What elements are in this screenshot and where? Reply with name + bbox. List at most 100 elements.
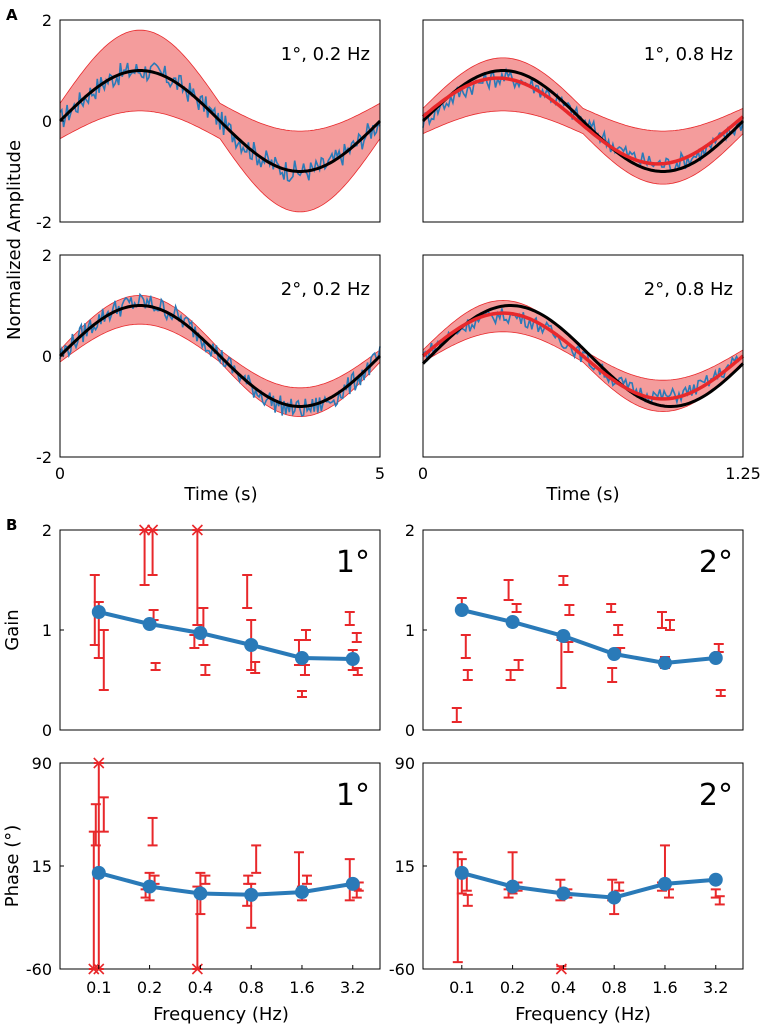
mean-line	[98, 870, 354, 897]
mean-point	[505, 879, 520, 894]
mean-point	[505, 615, 520, 629]
mean-line	[461, 608, 716, 666]
y-tick-label: 1	[405, 621, 415, 640]
panel-title: 2°	[699, 778, 733, 813]
mean-point	[294, 885, 309, 900]
y-axis-label: Gain	[2, 609, 23, 650]
out-of-range-marker	[147, 524, 159, 536]
plot-frame	[59, 762, 381, 970]
x-axis-label-frequency-left: Frequency (Hz)	[153, 1004, 289, 1025]
panel-title: 2°, 0.2 Hz	[281, 279, 370, 300]
x-tick-label: 0.8	[238, 978, 263, 997]
y-tick-label: 90	[32, 754, 52, 773]
mean-point	[708, 651, 723, 665]
x-tick-label: 1.25	[725, 464, 761, 483]
panel-a-label: A	[6, 6, 18, 24]
x-tick-label: 5	[375, 464, 385, 483]
chart-a4: 0 1.25 2°, 0.8 Hz	[418, 254, 761, 483]
y-tick-label: -2	[36, 213, 52, 232]
y-tick-label: 15	[32, 857, 52, 876]
mean-point	[244, 887, 259, 902]
y-tick-label: 0	[42, 721, 52, 740]
out-of-range-marker	[88, 963, 100, 975]
y-axis-label: Phase (°)	[2, 825, 23, 908]
y-tick-label: 2	[405, 521, 415, 540]
fit-curve	[421, 311, 745, 401]
mean-point	[607, 890, 622, 905]
x-tick-label: 3.2	[703, 978, 728, 997]
panel-title: 1°	[336, 778, 370, 813]
fit-curve	[421, 76, 745, 166]
mean-point	[345, 876, 360, 891]
chart-b3: 90 15 -60 0.1 0.2 0.4 0.8 1.6 3.2 Phase (°) 1°	[2, 754, 381, 997]
mean-point	[142, 879, 157, 894]
chart-a3: 20-20 52°, 0.2 Hz	[36, 246, 385, 483]
chart-a2: 1°, 0.8 Hz	[421, 19, 745, 223]
panel-title: 1°, 0.8 Hz	[644, 44, 733, 65]
x-tick-label: 0.1	[449, 978, 474, 997]
x-tick-label: 0	[418, 464, 428, 483]
panel-title: 2°	[699, 545, 733, 580]
x-tick-label: 0.1	[86, 978, 111, 997]
mean-point	[294, 651, 309, 665]
chart-b2: 2 1 0 2°	[405, 521, 744, 740]
x-tick-label: 3.2	[340, 978, 365, 997]
out-of-range-marker	[93, 757, 105, 769]
y-tick-label: -60	[26, 960, 52, 979]
mean-point	[91, 605, 106, 619]
out-of-range-marker	[555, 963, 567, 975]
chart-a1: 2 0 -2 1°, 0.2 Hz	[36, 11, 382, 232]
y-tick-label: 0	[42, 347, 52, 366]
mean-point	[345, 652, 360, 666]
panel-title: 2°, 0.8 Hz	[644, 279, 733, 300]
mean-point	[657, 876, 672, 891]
mean-point	[91, 865, 106, 880]
y-tick-label: -2	[36, 448, 52, 467]
x-tick-label: 0.8	[601, 978, 626, 997]
y-axis-label-amplitude: Normalized Amplitude	[4, 140, 25, 340]
plot-frame	[422, 254, 744, 458]
y-tick-label: 2	[42, 11, 52, 30]
y-tick-label: 15	[395, 857, 415, 876]
mean-point	[607, 647, 622, 661]
y-tick-label: 0	[42, 112, 52, 131]
plot-frame	[422, 19, 744, 223]
mean-point	[193, 626, 208, 640]
model-curve	[421, 304, 745, 408]
panel-title: 1°	[336, 545, 370, 580]
model-curve	[421, 69, 745, 173]
y-tick-label: 2	[42, 246, 52, 265]
x-axis-label-time-right: Time (s)	[545, 484, 619, 505]
panel-b-label: B	[6, 516, 17, 534]
mean-point	[142, 617, 157, 631]
out-of-range-marker	[191, 524, 203, 536]
plot-frame	[422, 762, 744, 970]
y-tick-label: 2	[42, 521, 52, 540]
mean-point	[244, 638, 259, 652]
chart-b1: 2 1 0 Gain 1°	[2, 521, 381, 740]
mean-point	[454, 865, 469, 880]
y-tick-label: 0	[405, 721, 415, 740]
mean-line	[98, 610, 353, 661]
y-tick-label: -60	[389, 960, 415, 979]
mean-point	[193, 886, 208, 901]
model-curve	[58, 304, 382, 408]
panel-title: 1°, 0.2 Hz	[281, 44, 370, 65]
x-tick-label: 1.6	[652, 978, 677, 997]
chart-b4: 90 15 -60 0.1 0.2 0.4 0.8 1.6 3.2 2°	[389, 754, 744, 997]
model-curve	[58, 69, 382, 173]
x-tick-label: 0.4	[188, 978, 213, 997]
x-tick-label: 0	[55, 464, 65, 483]
response-trace	[59, 292, 381, 417]
mean-point	[657, 656, 672, 670]
mean-point	[708, 872, 723, 887]
plot-frame	[422, 529, 744, 731]
x-tick-label: 0.4	[551, 978, 576, 997]
x-axis-label-frequency-right: Frequency (Hz)	[515, 1004, 651, 1025]
x-axis-label-time-left: Time (s)	[183, 484, 257, 505]
x-tick-label: 1.6	[289, 978, 314, 997]
mean-line	[461, 870, 716, 900]
x-tick-label: 0.2	[137, 978, 162, 997]
mean-point	[556, 886, 571, 901]
